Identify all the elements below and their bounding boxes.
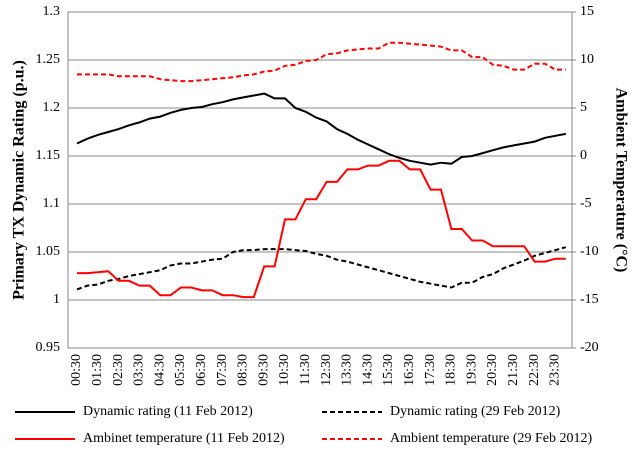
y-tick-label: 1 <box>53 292 60 307</box>
legend-label: Dynamic rating (11 Feb 2012) <box>83 404 253 419</box>
y2-tick-label: 5 <box>580 100 587 115</box>
series-line <box>77 41 566 83</box>
y-tick-label: 1.25 <box>36 52 61 67</box>
y-tick-label: 1.1 <box>43 196 61 211</box>
series-line <box>76 246 567 291</box>
y2-tick-label: -20 <box>580 340 599 355</box>
x-tick-label: 15:30 <box>381 354 396 386</box>
y2-tick-label: -10 <box>580 244 599 259</box>
x-tick-label: 13:30 <box>340 354 355 386</box>
x-tick-label: 17:30 <box>423 354 438 386</box>
x-tick-label: 11:30 <box>298 354 313 385</box>
y-tick-label: 1.3 <box>43 4 61 19</box>
legend-label: Ambient temperature (29 Feb 2012) <box>390 431 593 446</box>
series-line <box>76 92 566 166</box>
x-tick-label: 01:30 <box>90 354 105 386</box>
x-tick-label: 00:30 <box>69 354 84 386</box>
x-tick-label: 20:30 <box>485 354 500 386</box>
legend-label: Dynamic rating (29 Feb 2012) <box>390 404 561 419</box>
y-tick-label: 1.15 <box>36 148 61 163</box>
y2-axis-label: Ambient Temperature (°C) <box>612 88 629 273</box>
x-tick-label: 07:30 <box>215 354 230 386</box>
y-tick-label: 0.95 <box>36 340 61 355</box>
y-tick-label: 1.05 <box>36 244 61 259</box>
x-tick-label: 03:30 <box>132 354 147 386</box>
x-tick-label: 19:30 <box>464 354 479 386</box>
legend-label: Ambinet temperature (11 Feb 2012) <box>83 431 285 446</box>
x-tick-label: 23:30 <box>548 354 563 386</box>
y2-tick-label: 15 <box>580 4 594 19</box>
x-tick-label: 04:30 <box>152 354 167 386</box>
x-tick-label: 10:30 <box>277 354 292 386</box>
x-tick-label: 08:30 <box>236 354 251 386</box>
x-tick-label: 22:30 <box>527 354 542 386</box>
y-axis-label: Primary TX Dynamic Rating (p.u.) <box>11 60 28 300</box>
y2-tick-label: 10 <box>580 52 594 67</box>
series-line <box>77 159 566 299</box>
x-tick-label: 02:30 <box>111 354 126 386</box>
x-tick-label: 14:30 <box>360 354 375 386</box>
y2-tick-label: 0 <box>580 148 587 163</box>
x-tick-label: 12:30 <box>319 354 334 386</box>
y2-tick-label: -15 <box>580 292 599 307</box>
plot-frame <box>67 11 573 349</box>
y-tick-label: 1.2 <box>43 100 61 115</box>
y2-tick-label: -5 <box>580 196 592 211</box>
x-tick-label: 21:30 <box>506 354 521 386</box>
x-tick-label: 09:30 <box>256 354 271 386</box>
x-tick-label: 18:30 <box>444 354 459 386</box>
x-tick-label: 06:30 <box>194 354 209 386</box>
x-tick-label: 16:30 <box>402 354 417 386</box>
x-tick-label: 05:30 <box>173 354 188 386</box>
